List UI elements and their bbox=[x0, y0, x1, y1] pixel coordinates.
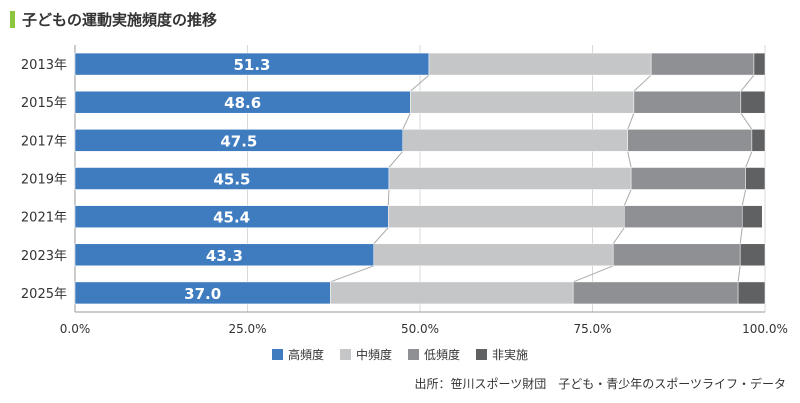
legend-item: 中頻度 bbox=[339, 346, 392, 363]
bar-segment bbox=[739, 243, 766, 267]
data-label: 48.6 bbox=[224, 94, 261, 112]
bar-segment bbox=[627, 129, 753, 152]
bar-segment bbox=[388, 167, 632, 190]
bar-segment bbox=[650, 52, 755, 76]
data-label: 45.4 bbox=[213, 209, 250, 227]
x-tick-label: 50.0% bbox=[401, 322, 439, 336]
series-connector-line bbox=[633, 74, 652, 92]
series-connector-line bbox=[373, 227, 389, 245]
series-connector-line bbox=[627, 151, 632, 168]
legend-label: 高頻度 bbox=[287, 348, 324, 362]
y-tick-label: 2023年 bbox=[21, 249, 67, 264]
bar-segment bbox=[373, 243, 614, 267]
series-connector-line bbox=[627, 113, 635, 130]
y-tick-label: 2015年 bbox=[21, 96, 67, 111]
y-tick-label: 2019年 bbox=[21, 173, 67, 188]
series-connector-line bbox=[402, 113, 411, 130]
series-connector-line bbox=[737, 265, 741, 282]
legend-item: 高頻度 bbox=[271, 346, 324, 363]
legend-swatch bbox=[271, 349, 283, 360]
data-label: 43.3 bbox=[206, 247, 243, 265]
data-label: 47.5 bbox=[220, 132, 257, 150]
legend-swatch bbox=[408, 349, 419, 360]
series-connector-line bbox=[740, 74, 755, 92]
legend-swatch bbox=[339, 349, 351, 360]
legend-label: 非実施 bbox=[492, 348, 529, 362]
legend-swatch bbox=[476, 349, 488, 360]
series-connector-line bbox=[741, 189, 747, 206]
legend-label: 中頻度 bbox=[355, 348, 392, 362]
bar-segment bbox=[388, 205, 625, 228]
bar-segment bbox=[630, 167, 746, 190]
y-tick-label: 2017年 bbox=[21, 134, 67, 149]
data-label: 45.5 bbox=[213, 171, 250, 189]
bar-segment bbox=[612, 243, 741, 267]
bar-segment bbox=[737, 281, 766, 305]
bar-segment bbox=[741, 205, 763, 228]
legend-item: 低頻度 bbox=[408, 346, 460, 363]
data-label: 37.0 bbox=[184, 285, 221, 303]
series-connector-line bbox=[572, 265, 614, 283]
bar-segment bbox=[753, 52, 766, 76]
bar-segment bbox=[402, 129, 628, 152]
series-connector-line bbox=[410, 74, 430, 92]
bar-segment bbox=[410, 90, 635, 114]
data-label: 51.3 bbox=[233, 56, 270, 74]
x-tick-label: 25.0% bbox=[228, 322, 266, 336]
chart-legend: 高頻度 中頻度 低頻度 非実施 bbox=[0, 346, 800, 363]
x-tick-label: 0.0% bbox=[60, 322, 91, 336]
y-tick-label: 2025年 bbox=[21, 287, 67, 302]
bar-segment bbox=[572, 281, 739, 305]
bar-segment bbox=[633, 90, 742, 114]
series-connector-line bbox=[745, 151, 753, 168]
bar-segment bbox=[330, 281, 574, 305]
legend-item: 非実施 bbox=[476, 346, 528, 363]
bar-segment bbox=[740, 90, 766, 114]
bar-segment bbox=[623, 205, 743, 228]
x-tick-label: 75.0% bbox=[573, 322, 611, 336]
chart-title: 子どもの運動実施頻度の推移 bbox=[22, 10, 218, 29]
series-connector-line bbox=[330, 265, 374, 283]
chart-title-bar: 子どもの運動実施頻度の推移 bbox=[10, 9, 217, 29]
source-note: 出所：笹川スポーツ財団 子ども・青少年のスポーツライフ・データ bbox=[414, 377, 786, 391]
series-connector-line bbox=[612, 227, 625, 245]
series-connector-line bbox=[739, 227, 743, 244]
series-connector-line bbox=[388, 151, 404, 168]
x-tick-label: 100.0% bbox=[742, 322, 788, 336]
series-connector-line bbox=[740, 112, 753, 130]
y-tick-label: 2021年 bbox=[21, 211, 67, 226]
bar-segment bbox=[428, 52, 652, 76]
series-connector-line bbox=[623, 189, 632, 206]
y-tick-label: 2013年 bbox=[21, 58, 67, 73]
bar-segment bbox=[751, 129, 766, 152]
legend-label: 低頻度 bbox=[424, 348, 461, 362]
bar-segment bbox=[745, 167, 766, 190]
series-connector-line bbox=[387, 189, 390, 206]
title-accent-mark bbox=[10, 10, 15, 28]
